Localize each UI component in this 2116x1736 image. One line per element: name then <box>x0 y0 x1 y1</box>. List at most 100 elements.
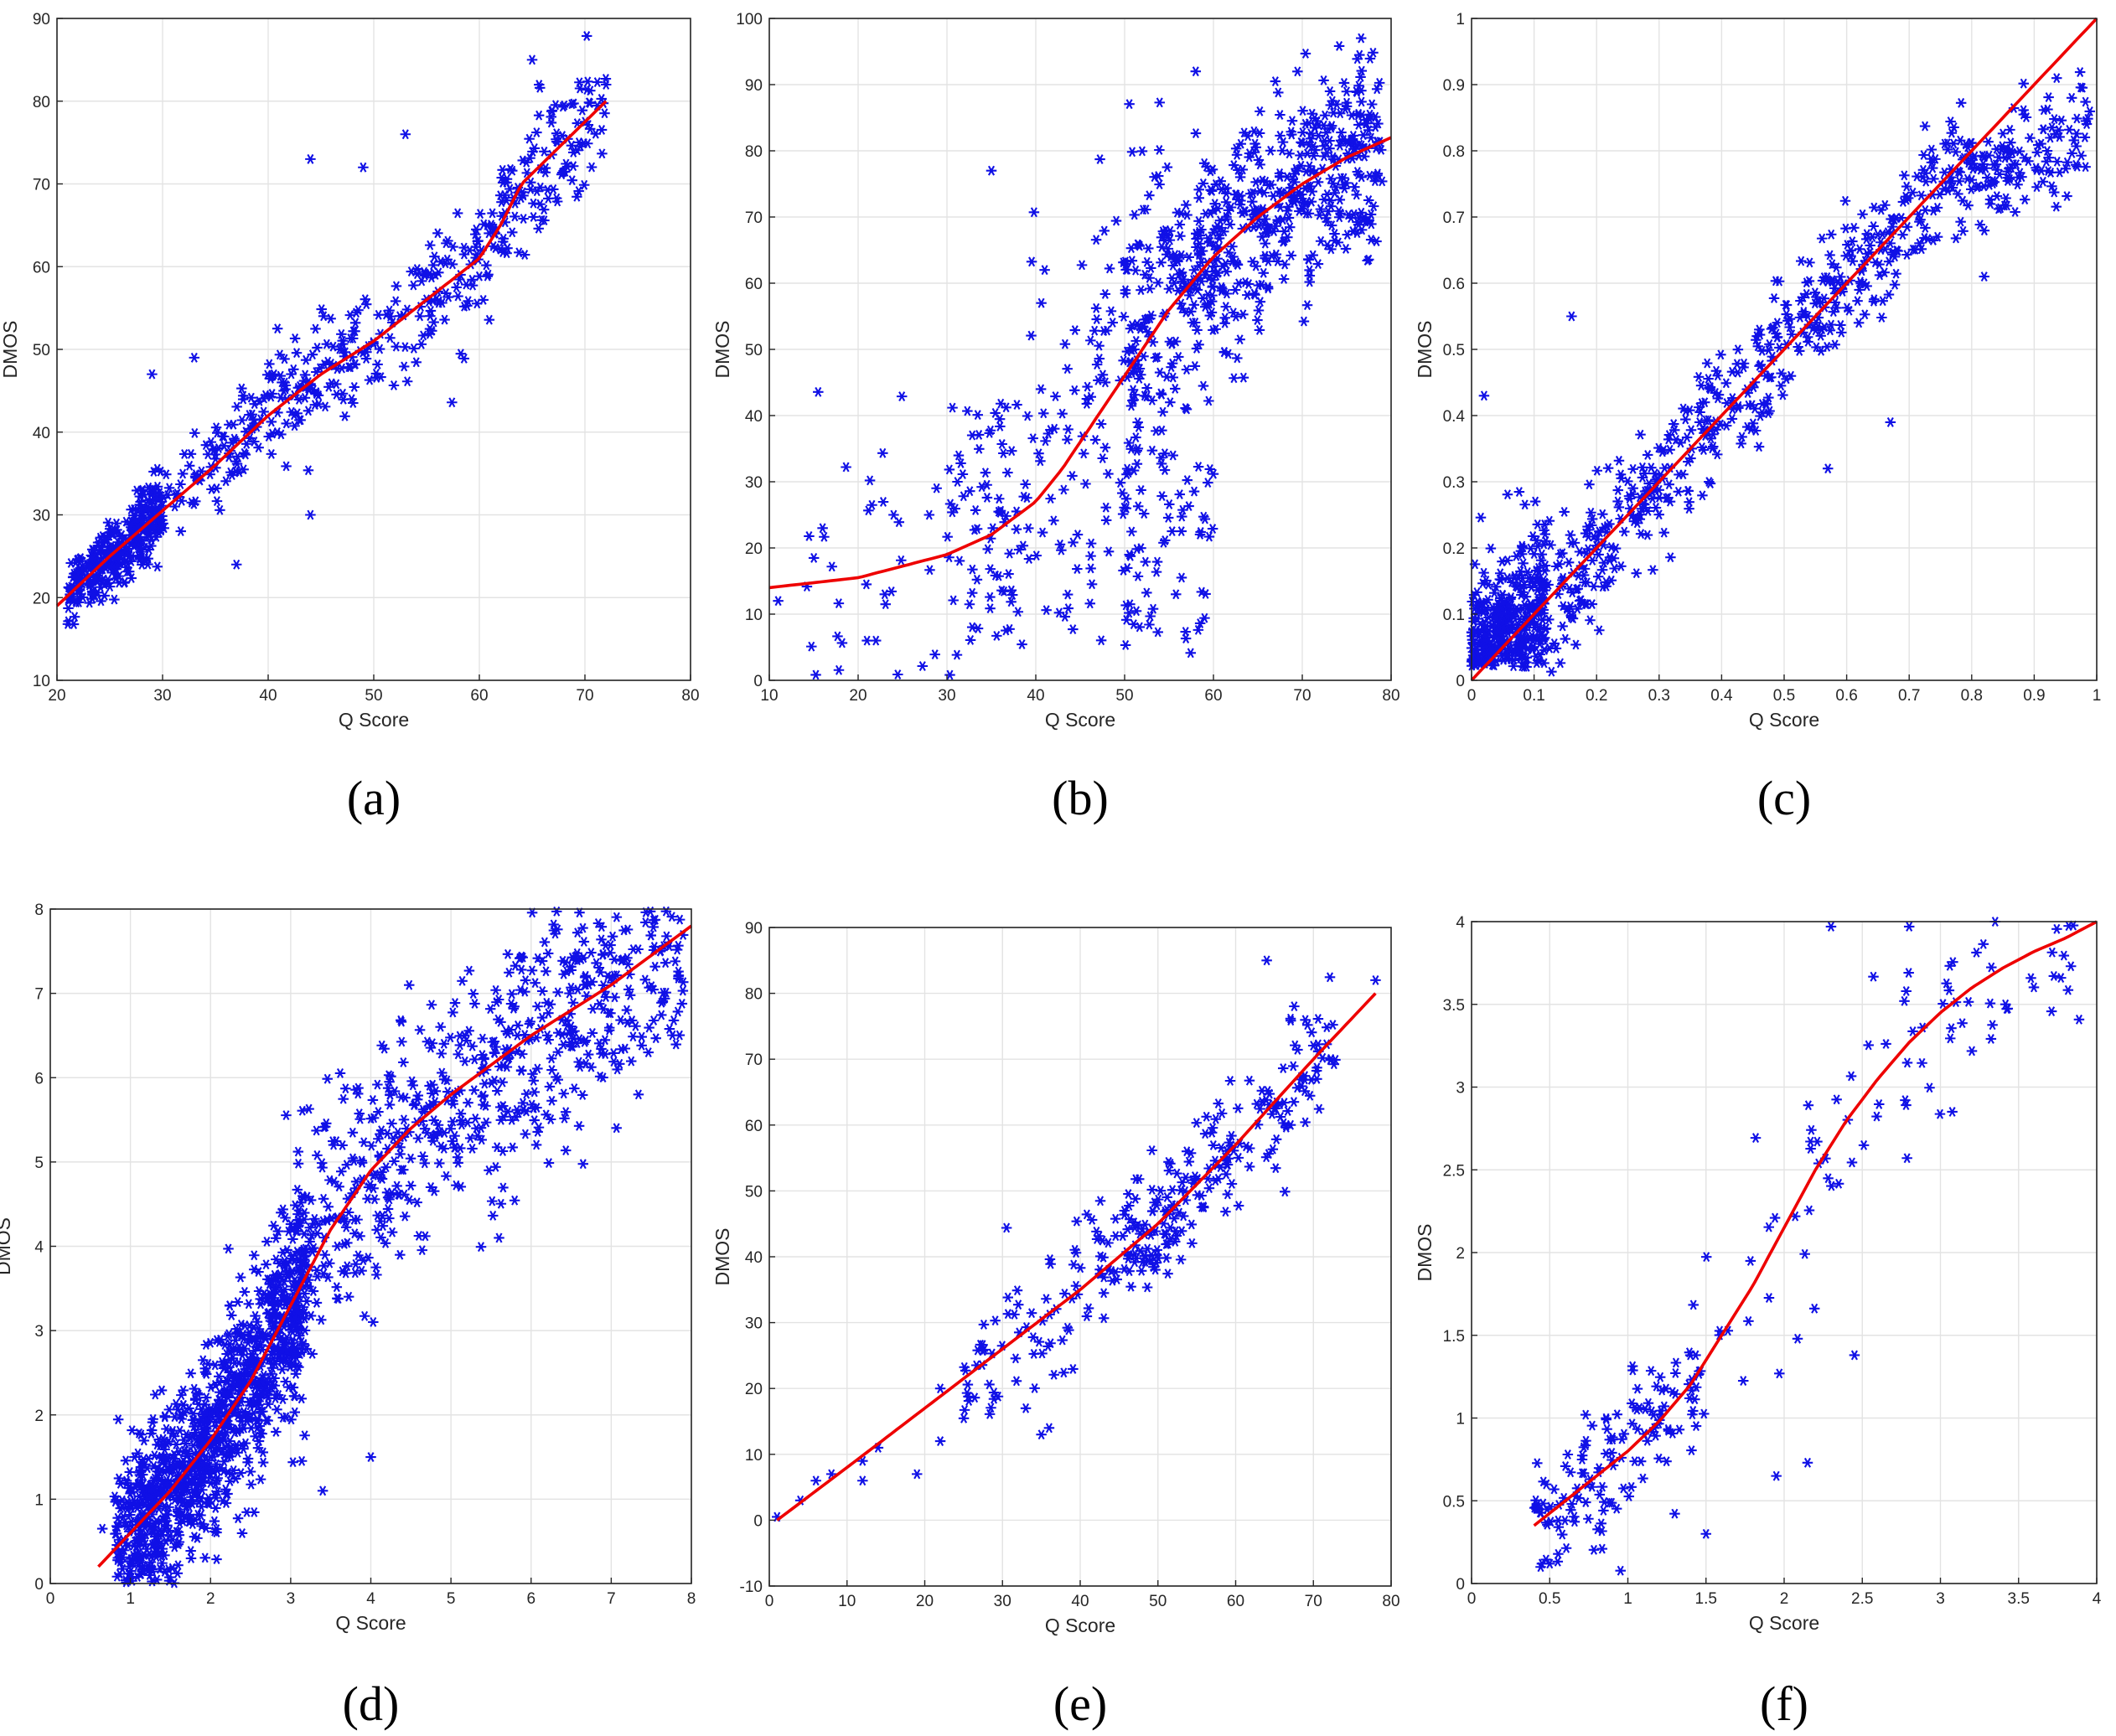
data-point <box>551 193 562 204</box>
data-point <box>246 392 257 403</box>
data-point <box>110 573 122 584</box>
y-axis-label: DMOS <box>711 321 733 379</box>
data-point <box>67 572 79 582</box>
scatter-series <box>773 33 1388 680</box>
data-point <box>143 545 155 555</box>
data-point <box>138 489 149 500</box>
data-point <box>152 561 163 572</box>
data-point <box>439 314 450 325</box>
data-point <box>119 576 131 587</box>
data-point <box>525 177 536 188</box>
data-point <box>84 580 96 591</box>
x-axis-label: Q Score <box>1045 709 1115 731</box>
data-point <box>474 209 486 220</box>
data-point <box>528 212 539 222</box>
data-point <box>72 554 84 565</box>
x-tick-label: 1 <box>126 1590 135 1608</box>
data-point <box>473 271 485 282</box>
data-point <box>349 381 360 392</box>
y-tick-label: 90 <box>745 77 763 95</box>
data-point <box>390 296 401 307</box>
data-point <box>189 352 200 363</box>
panel-caption: (c) <box>1757 771 1811 825</box>
data-point <box>328 341 339 352</box>
data-point <box>572 191 582 202</box>
data-point <box>229 433 240 444</box>
data-point <box>300 354 312 365</box>
data-point <box>149 494 160 505</box>
data-point <box>551 128 562 139</box>
data-point <box>337 335 348 346</box>
y-tick-label: 60 <box>745 276 763 293</box>
data-point <box>134 499 145 510</box>
data-point <box>495 244 506 255</box>
data-point <box>177 468 189 479</box>
y-tick-label: 1 <box>1456 11 1465 28</box>
data-point <box>237 390 249 401</box>
x-tick-label: 1 <box>2093 687 2102 705</box>
data-point <box>502 243 513 254</box>
data-point <box>582 76 593 87</box>
y-axis-label: DMOS <box>1414 321 1436 379</box>
y-tick-label: 0.3 <box>1443 474 1465 492</box>
data-point <box>528 198 539 209</box>
data-point <box>437 297 448 308</box>
data-point <box>211 496 223 507</box>
x-tick-label: 70 <box>1293 687 1311 705</box>
data-point <box>453 291 463 302</box>
data-point <box>429 251 440 262</box>
data-point <box>63 603 74 613</box>
y-tick-label: 8 <box>34 902 44 919</box>
data-point <box>411 264 423 274</box>
data-point <box>577 105 588 116</box>
data-point <box>156 497 167 507</box>
data-point <box>314 363 326 374</box>
data-point <box>349 318 361 328</box>
y-tick-label: 50 <box>33 342 50 359</box>
data-point <box>1174 220 1186 230</box>
data-point <box>1206 307 1218 318</box>
data-point <box>336 363 348 374</box>
data-point <box>1304 265 1315 276</box>
data-point <box>533 223 544 234</box>
data-point <box>531 186 542 197</box>
data-point <box>432 228 443 239</box>
x-tick-label: 4 <box>366 1590 375 1608</box>
data-point <box>305 509 316 520</box>
data-point <box>487 208 498 219</box>
y-tick-label: 10 <box>745 607 763 624</box>
data-point <box>484 314 495 325</box>
data-point <box>105 561 116 572</box>
data-point <box>266 428 278 439</box>
data-point <box>1068 624 1079 635</box>
x-tick-label: 0.1 <box>1523 687 1544 705</box>
data-point <box>248 415 259 426</box>
data-point <box>358 162 369 173</box>
data-point <box>416 338 427 349</box>
data-point <box>350 307 362 318</box>
data-point <box>142 482 154 493</box>
data-point <box>993 571 1004 581</box>
y-tick-label: 0.2 <box>1443 540 1465 558</box>
data-point <box>583 97 595 108</box>
data-point <box>590 128 602 139</box>
y-tick-label: 0.1 <box>1443 607 1465 624</box>
data-point <box>169 501 180 512</box>
x-tick-label: 0.7 <box>1898 687 1920 705</box>
data-point <box>1203 531 1215 542</box>
y-tick-label: 0.6 <box>1443 276 1465 293</box>
y-tick-label: 3 <box>34 1323 44 1341</box>
data-point <box>497 178 509 188</box>
data-point <box>1322 206 1334 217</box>
data-point <box>1181 199 1192 210</box>
data-point <box>125 519 136 530</box>
data-point <box>582 138 593 149</box>
data-point <box>1292 66 1303 77</box>
data-point <box>246 409 258 420</box>
data-point <box>525 152 535 163</box>
data-point <box>1104 263 1115 274</box>
data-point <box>325 313 336 324</box>
data-point <box>599 108 610 119</box>
x-tick-label: 0 <box>1467 687 1477 705</box>
data-point <box>62 618 74 629</box>
